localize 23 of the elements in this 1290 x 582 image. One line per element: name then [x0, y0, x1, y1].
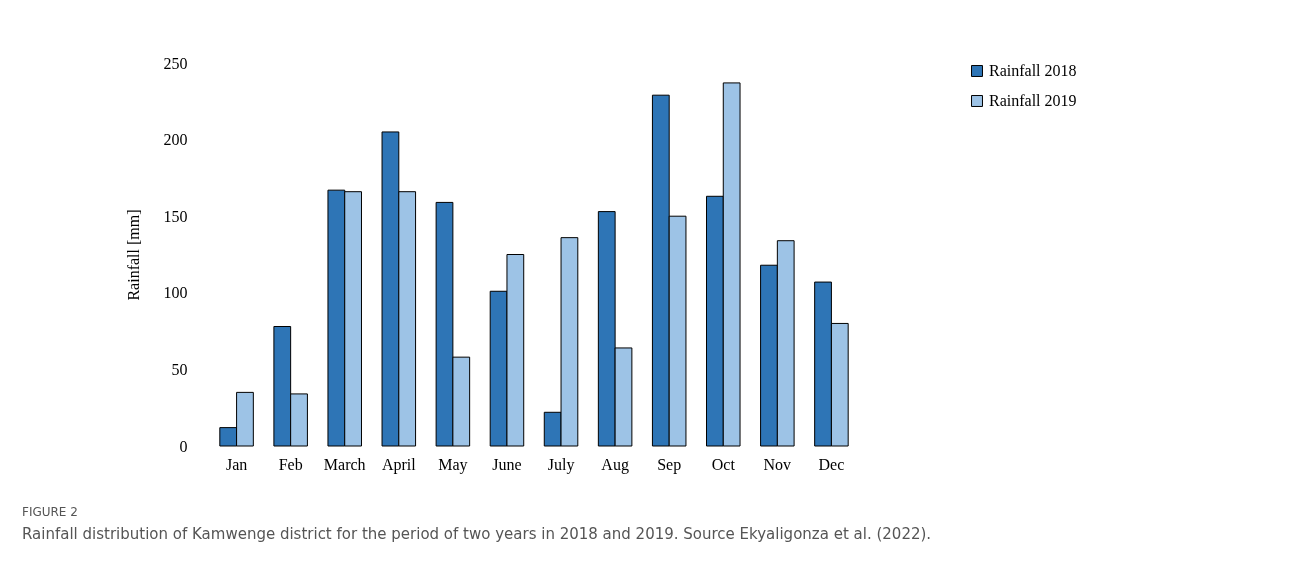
legend-label: Rainfall 2018	[989, 62, 1077, 79]
x-tick-label: Sep	[657, 455, 682, 474]
y-tick-label: 50	[171, 360, 188, 378]
x-tick-label: Dec	[818, 455, 845, 473]
y-tick-label: 100	[163, 284, 188, 302]
x-tick-label: April	[381, 455, 417, 474]
y-tick-label: 200	[163, 131, 188, 149]
x-tick-label: May	[438, 455, 468, 474]
x-tick-label: June	[492, 455, 522, 473]
x-tick-label: Aug	[601, 455, 629, 474]
text: Rainfall distribution of Kamwenge district for the period of two years in 2018 and 2019. Source Ekyaligonza et al. (2022).	[22, 525, 932, 543]
x-tick-label: Oct	[711, 455, 736, 473]
x-tick-label: Nov	[763, 455, 792, 473]
y-tick-label: 150	[163, 207, 188, 225]
y-tick-label: 250	[163, 54, 188, 72]
legend-label: Rainfall 2019	[989, 92, 1077, 109]
x-tick-label: July	[547, 455, 575, 474]
caption: FIGURE 2	[22, 505, 79, 519]
y-axis-title: Rainfall [mm]	[124, 209, 142, 301]
x-tick-label: March	[323, 455, 366, 473]
x-tick-label: Jan	[225, 455, 248, 473]
x-tick-label: Feb	[278, 455, 303, 473]
y-tick-label: 0	[179, 437, 188, 455]
